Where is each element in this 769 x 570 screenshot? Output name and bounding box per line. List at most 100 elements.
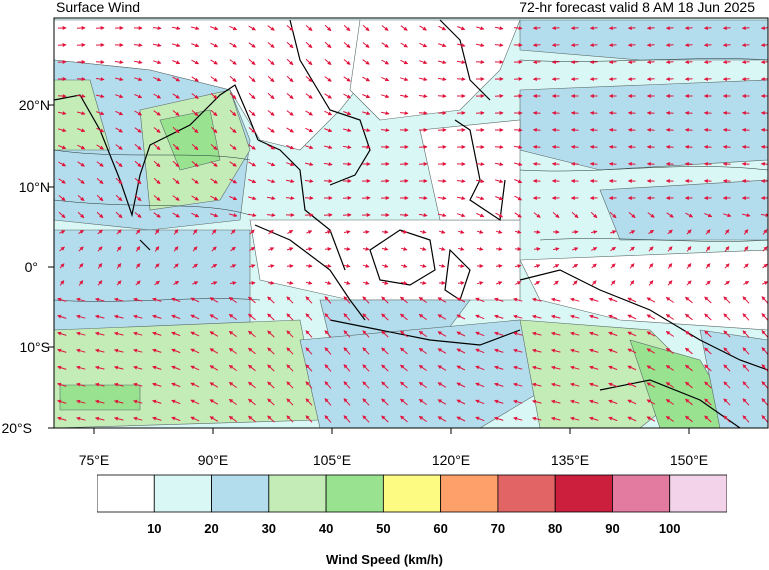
wind-arrow: [210, 213, 219, 218]
wind-arrow: [456, 399, 466, 405]
wind-arrow: [456, 196, 466, 201]
wind-arrow: [324, 76, 332, 82]
wind-arrow: [172, 178, 180, 185]
wind-arrow: [400, 77, 409, 82]
wind-arrow: [58, 195, 66, 201]
wind-arrow: [553, 280, 559, 286]
wind-arrow: [570, 399, 580, 404]
wind-arrow: [550, 416, 561, 421]
wind-arrow: [667, 229, 673, 235]
wind-arrow: [77, 211, 85, 219]
wind-arrow: [78, 263, 84, 269]
wind-map: [48, 17, 769, 434]
wind-arrow: [210, 195, 219, 201]
colorbar-swatch: [554, 474, 613, 513]
wind-arrow: [324, 415, 332, 423]
wind-arrow: [513, 348, 523, 353]
wind-arrow: [437, 314, 447, 320]
wind-arrow: [475, 399, 485, 405]
axis-ticks: [48, 104, 690, 434]
wind-arrow: [342, 145, 352, 150]
colorbar-tick-label: 50: [376, 521, 391, 536]
wind-arrow: [286, 280, 294, 285]
wind-arrow: [665, 60, 674, 65]
wind-arrow: [495, 229, 503, 234]
wind-arrow: [704, 313, 712, 321]
wind-arrow: [456, 297, 466, 303]
wind-arrow: [570, 60, 579, 65]
wind-arrow: [705, 263, 711, 269]
colorbar-swatch: [325, 474, 384, 513]
wind-arrow: [419, 263, 427, 268]
wind-arrow: [722, 60, 731, 65]
wind-arrow: [476, 212, 485, 218]
wind-arrow: [229, 59, 237, 65]
wind-arrow: [286, 110, 294, 116]
wind-arrow: [761, 347, 768, 355]
wind-arrow: [324, 398, 332, 406]
wind-arrow: [476, 43, 485, 48]
wind-arrow: [647, 212, 655, 218]
wind-arrow: [76, 111, 86, 116]
wind-arrow: [457, 281, 465, 286]
wind-arrow: [438, 263, 446, 268]
wind-arrow: [115, 94, 124, 99]
wind-arrow: [324, 347, 332, 355]
wind-arrow: [722, 161, 731, 166]
wind-arrow: [760, 60, 768, 65]
wind-arrow: [249, 229, 255, 235]
wind-arrow: [400, 25, 408, 31]
wind-arrow: [210, 281, 218, 285]
wind-arrow: [418, 364, 427, 372]
wind-arrow: [97, 263, 103, 269]
wind-arrow: [551, 127, 560, 132]
wind-arrow: [362, 347, 370, 355]
wind-arrow: [267, 161, 276, 167]
wind-arrow: [247, 364, 256, 372]
wind-arrow: [135, 229, 141, 235]
coastlines: [54, 19, 768, 428]
wind-arrow: [648, 280, 654, 286]
wind-arrow: [304, 179, 314, 184]
wind-arrow: [476, 196, 485, 201]
wind-arrow: [134, 160, 142, 168]
wind-arrow: [229, 161, 237, 167]
lat-label-equator: 0°: [24, 259, 38, 275]
wind-arrow: [97, 246, 103, 252]
wind-arrow: [133, 297, 143, 302]
wind-arrow: [515, 281, 522, 285]
wind-arrow: [475, 365, 485, 371]
wind-arrow: [533, 229, 541, 234]
wind-arrow: [286, 296, 294, 304]
wind-arrow: [248, 179, 257, 184]
wind-arrow: [418, 213, 428, 218]
wind-arrow: [760, 144, 768, 149]
wind-arrow: [285, 179, 295, 184]
wind-arrow: [475, 314, 485, 320]
wind-arrow: [533, 247, 541, 252]
wind-arrow: [437, 213, 447, 218]
wind-arrow: [648, 229, 655, 235]
wind-arrow: [418, 330, 427, 338]
wind-arrow: [437, 416, 447, 422]
wind-arrow: [570, 416, 580, 421]
wind-arrow: [248, 213, 257, 218]
wind-arrow: [343, 263, 351, 268]
wind-arrow: [608, 297, 618, 303]
wind-arrow: [686, 280, 692, 286]
wind-arrow: [704, 398, 712, 406]
wind-arrow: [437, 196, 447, 201]
wind-arrow: [267, 264, 275, 269]
wind-arrow: [190, 382, 200, 388]
wind-arrow: [456, 382, 466, 388]
wind-arrow: [531, 297, 542, 302]
wind-arrow: [627, 382, 637, 388]
wind-arrow: [173, 229, 179, 235]
wind-arrow: [248, 42, 256, 48]
wind-arrow: [684, 127, 693, 132]
wind-arrow: [570, 348, 580, 353]
wind-arrow: [684, 398, 693, 406]
wind-arrow: [705, 246, 711, 252]
wind-arrow: [209, 382, 219, 388]
wind-arrow: [400, 263, 408, 268]
